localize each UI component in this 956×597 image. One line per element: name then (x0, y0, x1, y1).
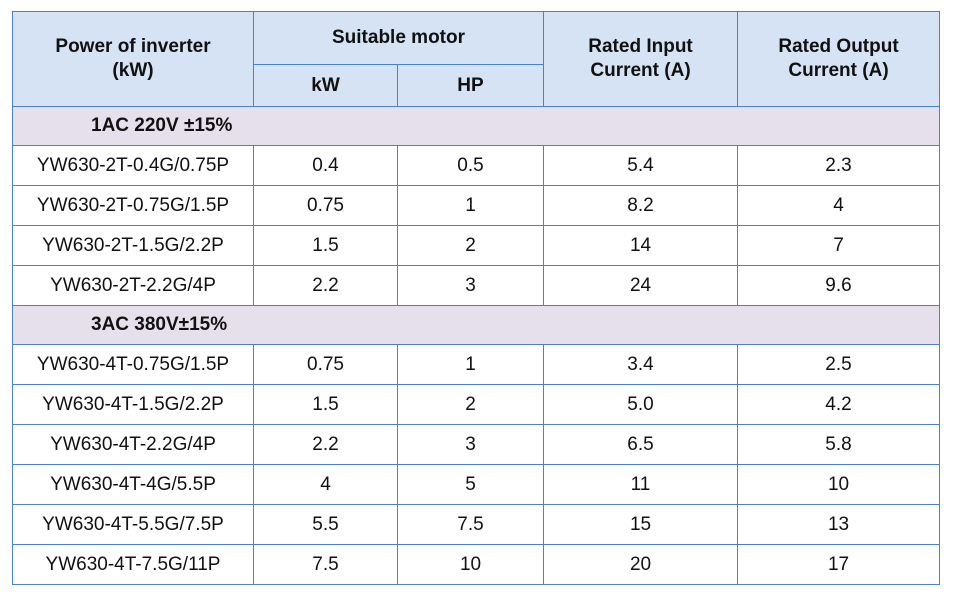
table-row: YW630-2T-0.75G/1.5P 0.75 1 8.2 4 (12, 185, 941, 226)
cell-input: 5.0 (543, 384, 739, 425)
cell-hp: 3 (396, 424, 545, 465)
header-power-line1: Power of inverter (55, 36, 211, 57)
cell-input: 3.4 (543, 344, 739, 385)
cell-model: YW630-2T-1.5G/2.2P (12, 225, 254, 266)
cell-model: YW630-4T-2.2G/4P (12, 424, 254, 465)
header-output-line1: Rated Output (778, 36, 899, 57)
cell-kw: 2.2 (253, 265, 398, 306)
cell-model: YW630-4T-0.75G/1.5P (12, 344, 254, 385)
cell-model: YW630-4T-4G/5.5P (12, 464, 254, 505)
cell-hp: 3 (396, 265, 545, 306)
cell-output: 4 (737, 185, 941, 226)
cell-input: 15 (543, 504, 739, 545)
cell-output: 9.6 (737, 265, 941, 306)
cell-hp: 2 (396, 384, 545, 425)
cell-output: 10 (737, 464, 941, 505)
cell-input: 5.4 (543, 145, 739, 186)
cell-kw: 1.5 (253, 225, 398, 266)
header-rated-output-current: Rated Output Current (A) (737, 11, 941, 107)
cell-hp: 0.5 (396, 145, 545, 186)
cell-hp: 5 (396, 464, 545, 505)
cell-input: 6.5 (543, 424, 739, 465)
table-header: Power of inverter (kW) Suitable motor Ra… (12, 11, 941, 107)
cell-kw: 4 (253, 464, 398, 505)
header-suitable-motor: Suitable motor (252, 11, 545, 65)
inverter-spec-table: Power of inverter (kW) Suitable motor Ra… (11, 11, 941, 585)
table-row: YW630-4T-0.75G/1.5P 0.75 1 3.4 2.5 (12, 344, 941, 385)
section-row: 3AC 380V±15% (11, 305, 941, 345)
cell-output: 2.5 (737, 344, 941, 385)
table-row: YW630-4T-7.5G/11P 7.5 10 20 17 (12, 544, 941, 585)
table-row: YW630-4T-5.5G/7.5P 5.5 7.5 15 13 (12, 504, 941, 545)
cell-input: 14 (543, 225, 739, 266)
cell-output: 17 (737, 544, 941, 585)
table-body: 1AC 220V ±15% YW630-2T-0.4G/0.75P 0.4 0.5 5.… (11, 106, 941, 585)
header-motor-hp: HP (396, 64, 545, 107)
cell-hp: 2 (396, 225, 545, 266)
cell-model: YW630-4T-7.5G/11P (12, 544, 254, 585)
table-row: YW630-2T-1.5G/2.2P 1.5 2 14 7 (12, 225, 941, 266)
cell-output: 5.8 (737, 424, 941, 465)
table-row: YW630-2T-2.2G/4P 2.2 3 24 9.6 (12, 265, 941, 306)
cell-hp: 1 (396, 344, 545, 385)
cell-input: 11 (543, 464, 739, 505)
cell-kw: 0.75 (253, 344, 398, 385)
header-rated-input-current: Rated Input Current (A) (543, 11, 739, 107)
cell-kw: 5.5 (253, 504, 398, 545)
section-row: 1AC 220V ±15% (11, 106, 941, 146)
header-input-line1: Rated Input (588, 36, 693, 57)
cell-kw: 2.2 (253, 424, 398, 465)
cell-model: YW630-4T-1.5G/2.2P (12, 384, 254, 425)
cell-hp: 1 (396, 185, 545, 226)
header-power-line2: (kW) (112, 60, 154, 81)
section-title: 1AC 220V ±15% (11, 106, 941, 146)
cell-output: 13 (737, 504, 941, 545)
cell-input: 20 (543, 544, 739, 585)
header-input-line2: Current (A) (590, 60, 691, 81)
header-motor-kw: kW (253, 64, 398, 107)
table-row: YW630-4T-1.5G/2.2P 1.5 2 5.0 4.2 (12, 384, 941, 425)
cell-input: 8.2 (543, 185, 739, 226)
header-power-of-inverter: Power of inverter (kW) (12, 11, 254, 107)
cell-input: 24 (543, 265, 739, 306)
header-output-line2: Current (A) (788, 60, 889, 81)
cell-kw: 0.4 (253, 145, 398, 186)
table-row: YW630-4T-4G/5.5P 4 5 11 10 (12, 464, 941, 505)
cell-model: YW630-4T-5.5G/7.5P (12, 504, 254, 545)
table-row: YW630-2T-0.4G/0.75P 0.4 0.5 5.4 2.3 (12, 145, 941, 186)
cell-output: 4.2 (737, 384, 941, 425)
cell-model: YW630-2T-0.4G/0.75P (12, 145, 254, 186)
cell-output: 2.3 (737, 145, 941, 186)
cell-model: YW630-2T-0.75G/1.5P (12, 185, 254, 226)
cell-model: YW630-2T-2.2G/4P (12, 265, 254, 306)
cell-output: 7 (737, 225, 941, 266)
cell-hp: 7.5 (396, 504, 545, 545)
section-title: 3AC 380V±15% (11, 305, 941, 345)
cell-kw: 0.75 (253, 185, 398, 226)
table-row: YW630-4T-2.2G/4P 2.2 3 6.5 5.8 (12, 424, 941, 465)
cell-kw: 7.5 (253, 544, 398, 585)
cell-kw: 1.5 (253, 384, 398, 425)
cell-hp: 10 (396, 544, 545, 585)
